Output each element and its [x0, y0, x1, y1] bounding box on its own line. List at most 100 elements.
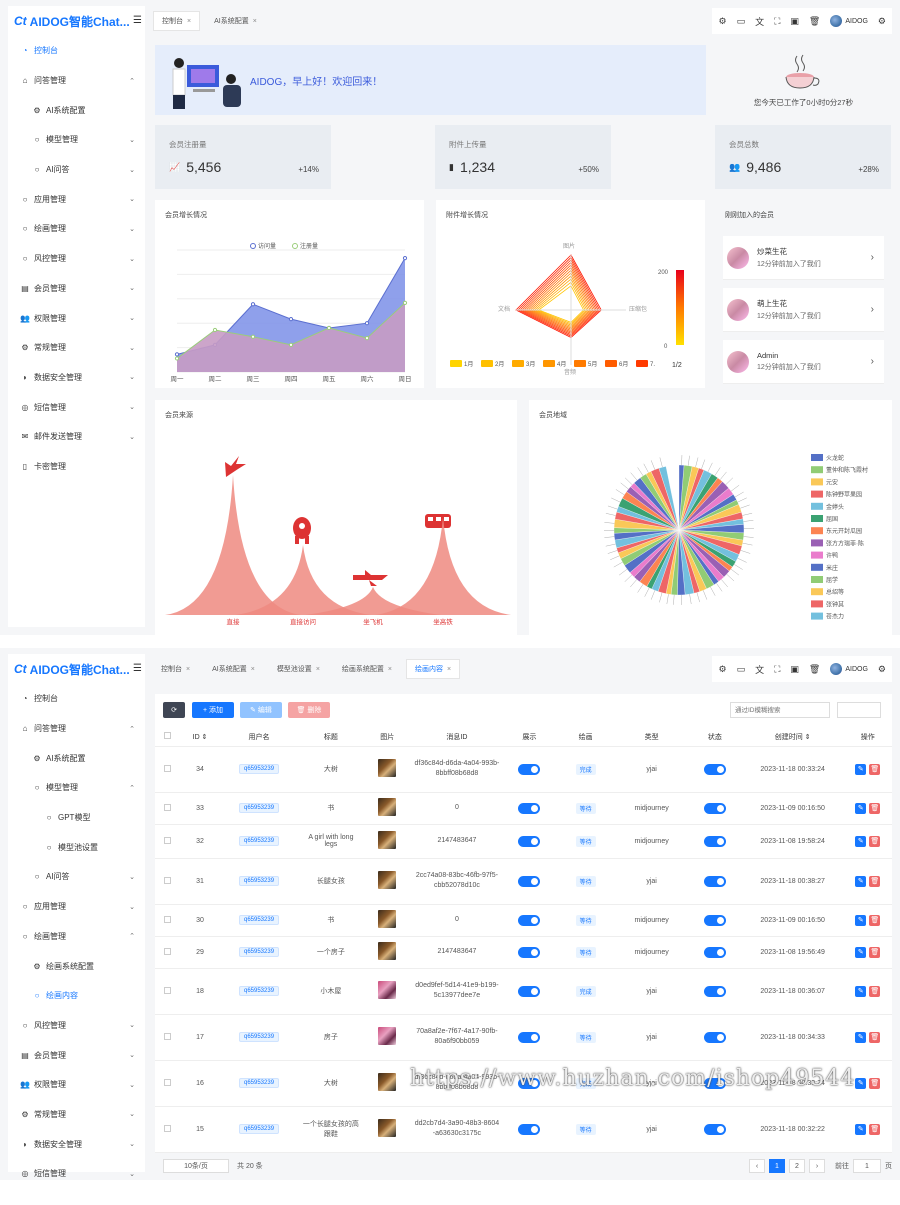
username-tag[interactable]: q65953239 — [239, 947, 280, 957]
sidebar-item[interactable]: ○ 风控管理 ⌄ — [8, 1011, 145, 1041]
select-all-header[interactable] — [155, 728, 181, 747]
user-menu[interactable]: AIDOG — [830, 663, 868, 675]
sidebar-item[interactable]: ○ 模型管理 ⌃ — [8, 773, 145, 803]
legend-label[interactable]: 5月 — [588, 361, 597, 368]
sidebar-item[interactable]: ◔ 控制台 — [8, 36, 145, 66]
column-header[interactable]: 操作 — [843, 728, 892, 747]
username-tag[interactable]: q65953239 — [239, 764, 280, 774]
column-header[interactable]: 绘画 — [556, 728, 616, 747]
checkbox[interactable] — [164, 1124, 172, 1132]
sidebar-item[interactable]: ⌂ 问答管理 ⌃ — [8, 714, 145, 744]
sidebar-item[interactable]: ⚙ AI系统配置 — [8, 95, 145, 125]
chevron-right-icon[interactable]: › — [870, 304, 874, 315]
edit-icon[interactable]: ✎ — [855, 835, 867, 847]
sidebar-item[interactable]: ◎ 短信管理 ⌄ — [8, 1159, 145, 1180]
edit-icon[interactable]: ✎ — [855, 1031, 867, 1043]
column-header[interactable]: 消息ID — [411, 728, 503, 747]
status-toggle[interactable] — [703, 914, 726, 926]
legend-label[interactable]: 张钟其 — [826, 600, 844, 608]
delete-icon[interactable]: 🗑 — [869, 1031, 881, 1043]
sidebar-item[interactable]: ○ GPT模型 — [8, 803, 145, 833]
tab[interactable]: 绘画内容 × — [406, 659, 461, 679]
search-input[interactable] — [730, 702, 830, 718]
column-header[interactable]: 图片 — [363, 728, 412, 747]
close-icon[interactable]: × — [252, 17, 257, 25]
username-tag[interactable]: q65953239 — [239, 1032, 280, 1042]
image-thumbnail[interactable] — [378, 798, 397, 816]
tab[interactable]: AI系统配置 × — [206, 11, 265, 31]
show-toggle[interactable] — [518, 1031, 541, 1043]
column-header[interactable]: 展示 — [502, 728, 557, 747]
edit-icon[interactable]: ✎ — [855, 763, 867, 775]
image-thumbnail[interactable] — [378, 1073, 397, 1091]
show-toggle[interactable] — [518, 802, 541, 814]
sidebar-item[interactable]: ○ 应用管理 ⌄ — [8, 184, 145, 214]
sidebar-item[interactable]: ○ 模型池设置 — [8, 832, 145, 862]
bell-icon[interactable]: ⚙ — [718, 15, 727, 26]
sidebar-item[interactable]: ◗ 数据安全管理 ⌄ — [8, 1129, 145, 1159]
delete-icon[interactable]: 🗑 — [869, 914, 881, 926]
close-icon[interactable]: × — [186, 665, 191, 673]
legend-label[interactable]: 东元开封瓜园 — [826, 527, 862, 535]
sidebar-item[interactable]: ○ AI问答 ⌄ — [8, 862, 145, 892]
page-button[interactable]: 2 — [789, 1159, 805, 1173]
column-header[interactable]: 创建时间 ⇕ — [741, 728, 844, 747]
member-item[interactable]: Admin 12分钟前加入了我们 › — [723, 340, 884, 384]
goto-input[interactable]: 1 — [853, 1159, 881, 1173]
username-tag[interactable]: q65953239 — [239, 1124, 280, 1134]
sidebar-item[interactable]: ⌂ 问答管理 ⌃ — [8, 66, 145, 96]
menu-collapse-icon[interactable]: ☰ — [133, 663, 142, 674]
close-icon[interactable]: × — [447, 665, 452, 673]
table-row[interactable]: 32 q65953239 A girl with long legs 21474836… — [155, 824, 892, 859]
legend-label[interactable]: 屈学 — [826, 576, 838, 584]
show-toggle[interactable] — [518, 914, 541, 926]
checkbox[interactable] — [164, 915, 172, 923]
refresh-button[interactable]: ⟳ — [163, 702, 185, 718]
sidebar-item[interactable]: ○ 绘画管理 ⌄ — [8, 214, 145, 244]
page-button[interactable]: › — [809, 1159, 825, 1173]
status-toggle[interactable] — [703, 946, 726, 958]
sidebar-item[interactable]: ○ 应用管理 ⌄ — [8, 892, 145, 922]
user-menu[interactable]: AIDOG — [830, 15, 868, 27]
monitor-icon[interactable]: ▭ — [736, 15, 746, 26]
tab[interactable]: 模型池设置 × — [269, 659, 328, 679]
checkbox[interactable] — [164, 836, 172, 844]
legend-label[interactable]: 2月 — [495, 361, 504, 368]
edit-icon[interactable]: ✎ — [855, 802, 867, 814]
close-icon[interactable]: × — [187, 17, 192, 25]
sidebar-item[interactable]: ○ 风控管理 ⌄ — [8, 244, 145, 274]
delete-icon[interactable]: 🗑 — [869, 1123, 881, 1135]
sidebar-item[interactable]: ✉ 邮件发送管理 ⌄ — [8, 422, 145, 452]
sidebar-item[interactable]: ⚙ 绘画系统配置 — [8, 951, 145, 981]
status-toggle[interactable] — [703, 1031, 726, 1043]
checkbox[interactable] — [164, 986, 172, 994]
add-button[interactable]: + 添加 — [192, 702, 234, 718]
page-button[interactable]: ‹ — [749, 1159, 765, 1173]
image-thumbnail[interactable] — [378, 981, 397, 999]
delete-icon[interactable]: 🗑 — [869, 1077, 881, 1089]
legend-label[interactable]: 3月 — [526, 361, 535, 368]
username-tag[interactable]: q65953239 — [239, 1078, 280, 1088]
translate-icon[interactable]: 文 — [755, 664, 765, 675]
settings-icon[interactable]: ⚙ — [877, 663, 886, 674]
edit-icon[interactable]: ✎ — [855, 875, 867, 887]
sidebar-item[interactable]: ⚙ AI系统配置 — [8, 743, 145, 773]
tab[interactable]: 控制台 × — [153, 11, 201, 31]
status-toggle[interactable] — [703, 835, 726, 847]
edit-icon[interactable]: ✎ — [855, 946, 867, 958]
table-row[interactable]: 30 q65953239 书 0 等待 midjourney 2023-11-09 00:1… — [155, 904, 892, 937]
image-thumbnail[interactable] — [378, 831, 397, 849]
checkbox[interactable] — [164, 1078, 172, 1086]
page-size-select[interactable]: 10条/页 — [163, 1159, 229, 1173]
username-tag[interactable]: q65953239 — [239, 803, 280, 813]
fullscreen-icon[interactable]: ⛶ — [774, 15, 781, 26]
legend-label[interactable]: 火龙蛇 — [826, 454, 844, 462]
legend-label[interactable]: 屈国 — [826, 516, 838, 523]
sidebar-item[interactable]: ▤ 会员管理 ⌄ — [8, 274, 145, 304]
legend-label[interactable]: 金婷头 — [826, 503, 844, 511]
legend-label[interactable]: 米庄 — [826, 564, 838, 572]
chevron-right-icon[interactable]: › — [870, 356, 874, 367]
image-thumbnail[interactable] — [378, 871, 397, 889]
trash-icon[interactable]: 🗑 — [808, 15, 821, 26]
table-row[interactable]: 29 q65953239 一个房子 2147483647 等待 midjourney 202… — [155, 936, 892, 969]
